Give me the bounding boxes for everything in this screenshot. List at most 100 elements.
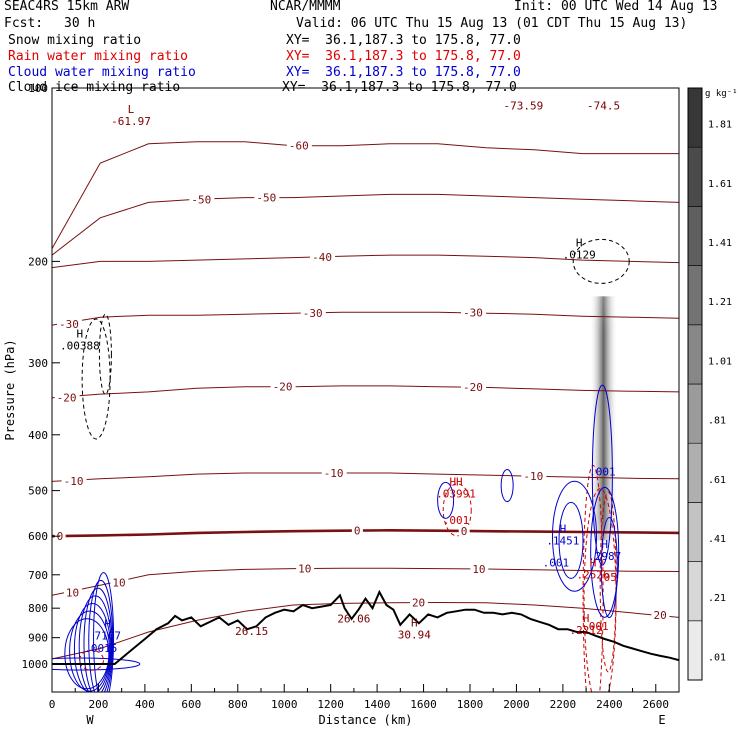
extremum-value: 7107 xyxy=(94,630,121,643)
isotherm-label-bg xyxy=(110,576,129,589)
cloudwater-contour-1700 xyxy=(437,481,455,519)
field-cloudice-name: Cloud ice mixing ratio xyxy=(8,80,181,95)
cloud-ice-plume-fade xyxy=(589,296,618,541)
colorbar-frame xyxy=(687,87,703,681)
colorbar-segment xyxy=(687,265,703,326)
valid-time: Valid: 06 UTC Thu 15 Aug 13 (01 CDT Thu … xyxy=(296,16,688,31)
extremum-value: .0015 xyxy=(84,642,117,655)
isotherm-label-bg xyxy=(61,474,87,487)
isotherm-label: -50 xyxy=(256,192,276,205)
extremum-value: 26.06 xyxy=(337,612,370,625)
cloudwater-contour-2250 xyxy=(552,480,597,592)
extremum-value: .2987 xyxy=(588,550,621,563)
x-axis-label: Distance (km) xyxy=(319,713,413,727)
x-tick-label: 1800 xyxy=(457,698,484,711)
cloudwater-contour-2235 xyxy=(558,501,584,579)
colorbar-label: .21 xyxy=(708,593,726,604)
field-cloudwater-name: Cloud water mixing ratio xyxy=(8,65,196,80)
cloudwater-contour-west xyxy=(93,572,115,692)
isotherm-label: -40 xyxy=(312,251,332,264)
x-tick-label: 800 xyxy=(228,698,248,711)
cloudwater-contour-west xyxy=(73,603,111,692)
field-snow-xy: XY= 36.1,187.3 to 175.8, 77.0 xyxy=(286,33,521,48)
isotherm-label: 20 xyxy=(653,609,666,622)
isotherm-label-bg xyxy=(409,596,428,609)
isotherm-label-bg xyxy=(56,317,82,330)
y-tick-label: 100 xyxy=(28,82,48,95)
forecast-label: Fcst: xyxy=(4,16,44,31)
x-tick-label: 2600 xyxy=(643,698,670,711)
y-tick-label: 600 xyxy=(28,530,48,543)
extremum-value: .0129 xyxy=(563,248,596,261)
isotherm-label: -50 xyxy=(191,194,211,207)
extremum-value: -61.97 xyxy=(111,115,151,128)
x-end-label-west: W xyxy=(86,713,94,727)
field-cloudwater-xy: XY= 36.1,187.3 to 175.8, 77.0 xyxy=(286,65,521,80)
isotherm-label: 10 xyxy=(472,563,485,576)
extremum-value: .001 xyxy=(443,514,470,527)
isotherm-label: 0 xyxy=(461,525,468,538)
extremum-value: .05 xyxy=(597,571,617,584)
extremum-marker: H xyxy=(560,522,567,535)
isotherm--10 xyxy=(52,472,679,482)
colorbar-segment xyxy=(687,502,703,562)
x-tick-label: 200 xyxy=(89,698,109,711)
isotherm-label: 10 xyxy=(112,577,125,590)
terrain-line xyxy=(52,589,679,665)
x-tick-label: 2000 xyxy=(503,698,530,711)
cloudwater-contour-west xyxy=(69,610,111,692)
isotherm-label-bg xyxy=(458,524,470,537)
colorbar-label: 1.21 xyxy=(708,297,732,308)
cloudwater-contour-west xyxy=(88,579,114,692)
extremum-value: -73.59 xyxy=(504,99,544,112)
cloudwater-contour-1960 xyxy=(500,469,514,503)
isotherm-label: -30 xyxy=(59,318,79,331)
isotherm-label: -30 xyxy=(303,307,323,320)
isotherm-label-bg xyxy=(351,524,363,537)
x-tick-label: 1200 xyxy=(317,698,344,711)
extremum-value: .2526 xyxy=(577,569,610,582)
field-snow-name: Snow mixing ratio xyxy=(8,33,142,48)
isotherm-label-bg xyxy=(321,466,347,479)
extremum-value: 26.15 xyxy=(235,625,268,638)
extremum-value: .2212 xyxy=(570,624,603,637)
forecast-hours: 30 h xyxy=(64,16,96,31)
plot-frame xyxy=(51,87,680,693)
organization: NCAR/MMMM xyxy=(270,0,341,14)
isotherm-label-bg xyxy=(470,562,489,575)
snow-contour-west xyxy=(81,318,111,440)
isotherm-label-bg xyxy=(310,251,336,264)
colorbar-segment xyxy=(687,146,703,207)
isotherm--60 xyxy=(52,141,679,249)
isotherm-label: -20 xyxy=(463,381,483,394)
colorbar-segment xyxy=(687,442,703,503)
isotherm-label-bg xyxy=(189,193,215,206)
isotherm-label-bg xyxy=(651,608,670,621)
y-tick-label: 1000 xyxy=(22,658,49,671)
rain-contour-1750 xyxy=(442,483,472,537)
extremum-value: .001 xyxy=(582,620,609,633)
extremum-marker: H xyxy=(590,557,597,570)
colorbar-label: .41 xyxy=(708,534,726,545)
extremum-marker: H xyxy=(411,616,418,629)
x-tick-label: 0 xyxy=(49,698,56,711)
isotherm-label-bg xyxy=(461,381,487,394)
isotherm-10 xyxy=(52,567,679,596)
colorbar-label: 1.61 xyxy=(708,179,732,190)
field-rain-xy: XY= 36.1,187.3 to 175.8, 77.0 xyxy=(286,49,521,64)
cloudwater-contour-low xyxy=(590,486,620,618)
x-end-label-east: E xyxy=(658,713,665,727)
extremum-value: 30.94 xyxy=(398,628,431,641)
extremum-marker: H xyxy=(77,327,84,340)
isotherm-label-bg xyxy=(63,586,82,599)
y-tick-label: 900 xyxy=(28,632,48,645)
cloud-ice-colorbar: .01 .21 .41 .61 .81 1.01 1.21 1.41 1.61 1.81 g kg⁻… xyxy=(687,87,738,681)
isotherm-label: -20 xyxy=(57,391,77,404)
colorbar-label: 1.01 xyxy=(708,356,732,367)
cloudwater-contour-core xyxy=(591,384,613,566)
colorbar-label: .01 xyxy=(708,652,726,663)
x-tick-label: 2400 xyxy=(596,698,623,711)
isotherm-label-bg xyxy=(521,469,547,482)
isotherm-label: -60 xyxy=(289,139,309,152)
extremum-marker: H xyxy=(576,236,583,249)
